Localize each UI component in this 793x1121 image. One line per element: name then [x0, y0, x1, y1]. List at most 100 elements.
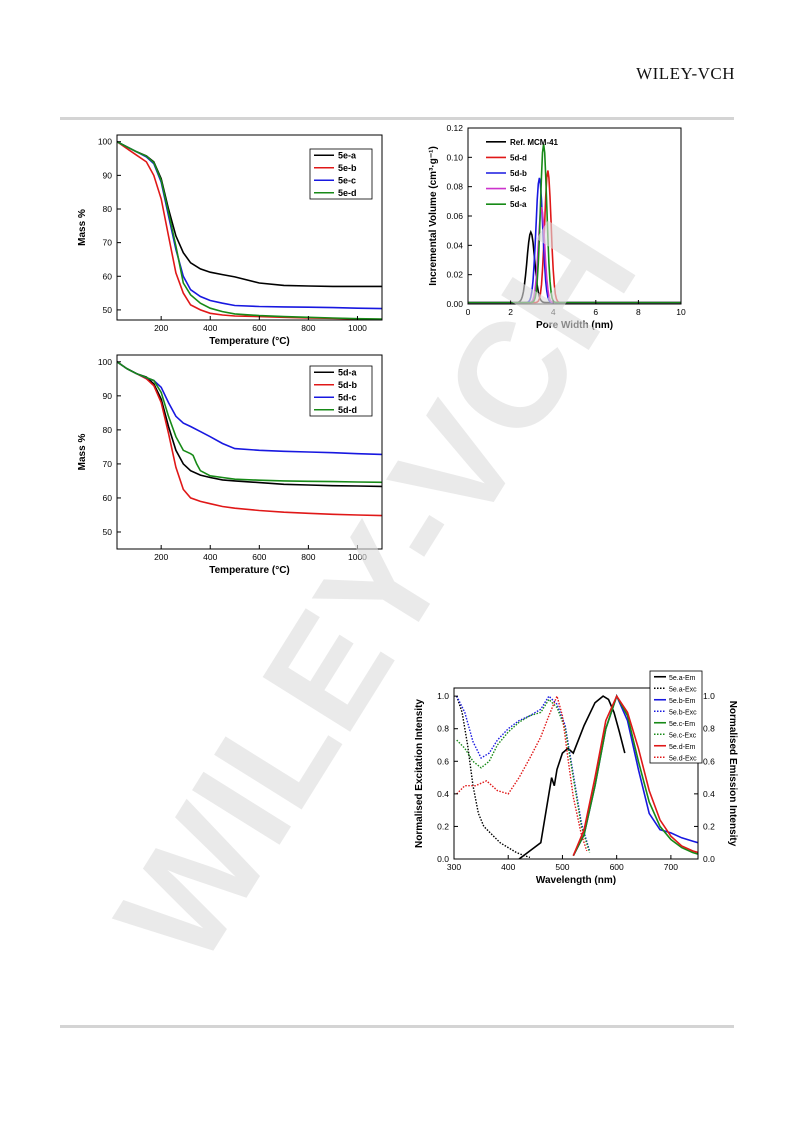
series-line-5d-d: [468, 170, 681, 304]
plot-frame: [116, 354, 383, 550]
y-axis-label: Incremental Volume (cm³·g⁻¹): [428, 146, 439, 286]
y-tick-label: 70: [103, 459, 113, 469]
y-tick-label: 90: [103, 170, 113, 180]
header-divider: [60, 117, 734, 120]
y-tick-label: 50: [103, 305, 113, 315]
legend-box: [309, 365, 373, 417]
legend-label-5e.c-Exc: 5e.c-Exc: [669, 732, 697, 739]
plot-frame: [453, 687, 699, 860]
legend-label-5d-c: 5d-c: [338, 392, 357, 402]
x-tick-label: 600: [252, 552, 266, 562]
y2-tick-label: 0.0: [703, 854, 715, 864]
legend-label-5d-c: 5d-c: [510, 185, 527, 194]
series-line-5e-d: [117, 140, 382, 320]
series-line-5d-d: [117, 361, 382, 484]
publisher-logo: WILEY-VCH: [636, 64, 735, 83]
series-line-5d-a: [468, 143, 681, 304]
legend-label-5e-a: 5e-a: [338, 150, 357, 160]
x-axis-label: Pore Width (nm): [536, 320, 613, 331]
legend-label-5e.a-Exc: 5e.a-Exc: [669, 686, 697, 693]
x-tick-label: 8: [636, 307, 641, 317]
y-tick-label: 100: [98, 137, 112, 147]
legend-label-5d-d: 5d-d: [338, 405, 357, 415]
y-axis-label: Normalised Excitation Intensity: [414, 699, 425, 848]
y2-tick-label: 1.0: [703, 691, 715, 701]
x-tick-label: 400: [203, 323, 217, 333]
pore-width-chart: 0 2 4 6 8 10 0.00 0.02 0.04 0.06 0.08 0.10 0.12 Pore …: [428, 123, 686, 331]
x-tick-label: 400: [203, 552, 217, 562]
legend-label-5d-d: 5d-d: [510, 153, 527, 162]
x-tick-label: 1000: [348, 552, 367, 562]
tga-5d-chart: 200 400 600 800 1000 50 60 70 80 90 100 Temperature…: [77, 354, 383, 576]
x-tick-label: 700: [664, 862, 678, 872]
legend-label-5d-b: 5d-b: [510, 169, 527, 178]
x-tick-label: 800: [301, 552, 315, 562]
y-tick-label: 0.00: [446, 299, 463, 309]
x-tick-label: 200: [154, 552, 168, 562]
y-tick-label: 1.0: [437, 691, 449, 701]
y2-tick-label: 0.2: [703, 821, 715, 831]
legend-label-5e.d-Exc: 5e.d-Exc: [669, 755, 697, 762]
legend-label-5e.a-Em: 5e.a-Em: [669, 675, 696, 682]
legend-label-5e-b: 5e-b: [338, 163, 357, 173]
y2-axis-label: Normalised Emission Intensity: [727, 701, 738, 847]
y-tick-label: 0.02: [446, 270, 463, 280]
x-tick-label: 600: [252, 323, 266, 333]
y2-tick-label: 0.6: [703, 756, 715, 766]
plot-frame: [116, 134, 383, 321]
x-tick-label: 200: [154, 323, 168, 333]
legend-box: [649, 670, 703, 764]
x-tick-label: 500: [555, 862, 569, 872]
y-tick-label: 0.10: [446, 152, 463, 162]
plot-frame: [467, 127, 682, 305]
series-line-5d-b: [468, 177, 681, 304]
y-axis-label: Mass %: [77, 434, 88, 471]
legend-label-5e.b-Exc: 5e.b-Exc: [669, 709, 697, 716]
x-axis-label: Wavelength (nm): [536, 875, 616, 886]
y-tick-label: 70: [103, 238, 113, 248]
legend-box: [309, 148, 373, 200]
tga-5e-chart: 200 400 600 800 1000 50 60 70 80 90 100 Temperature…: [77, 134, 383, 347]
y-axis-label: Mass %: [77, 209, 88, 246]
legend-label-5e.b-Em: 5e.b-Em: [669, 698, 696, 705]
x-tick-label: 800: [301, 323, 315, 333]
series-line-5e.c-Exc: [456, 698, 591, 853]
y-tick-label: 0.6: [437, 756, 449, 766]
legend-label-5d-b: 5d-b: [338, 380, 358, 390]
x-tick-label: 1000: [348, 323, 367, 333]
x-tick-label: 0: [466, 307, 471, 317]
y-tick-label: 80: [103, 204, 113, 214]
legend-label-5e.d-Em: 5e.d-Em: [669, 744, 696, 751]
series-line-5e.a-Em: [518, 695, 626, 859]
x-axis-label: Temperature (°C): [209, 565, 290, 576]
series-line-5e.a-Exc: [456, 695, 531, 859]
y-tick-label: 60: [103, 493, 113, 503]
y-tick-label: 60: [103, 271, 113, 281]
y-tick-label: 90: [103, 391, 113, 401]
x-tick-label: 600: [610, 862, 624, 872]
y2-tick-label: 0.8: [703, 724, 715, 734]
x-tick-label: 10: [676, 307, 686, 317]
x-tick-label: 2: [508, 307, 513, 317]
y-tick-label: 0.12: [446, 123, 463, 133]
y-tick-label: 80: [103, 425, 113, 435]
y-tick-label: 0.06: [446, 211, 463, 221]
y2-tick-label: 0.4: [703, 789, 715, 799]
y-tick-label: 0.04: [446, 240, 463, 250]
x-tick-label: 300: [447, 862, 461, 872]
x-axis-label: Temperature (°C): [209, 336, 290, 347]
x-tick-label: 400: [501, 862, 515, 872]
series-line-Ref. MCM-41: [468, 229, 681, 304]
series-line-5e.c-Em: [572, 694, 698, 857]
y-tick-label: 0.4: [437, 789, 449, 799]
y-tick-label: 0.08: [446, 182, 463, 192]
emission-excitation-chart: 300 400 500 600 700 0.0 0.0 0.2 0.2 0.4 0.4 0.6 0.6 0…: [414, 670, 738, 886]
legend-label-5e-c: 5e-c: [338, 175, 356, 185]
legend-label-5e.c-Em: 5e.c-Em: [669, 721, 695, 728]
legend-label-Ref. MCM-41: Ref. MCM-41: [510, 138, 559, 147]
y-tick-label: 0.2: [437, 821, 449, 831]
x-tick-label: 6: [593, 307, 598, 317]
y-tick-label: 0.0: [437, 854, 449, 864]
series-line-5e.d-Em: [572, 694, 698, 857]
series-line-5d-b: [117, 361, 382, 517]
